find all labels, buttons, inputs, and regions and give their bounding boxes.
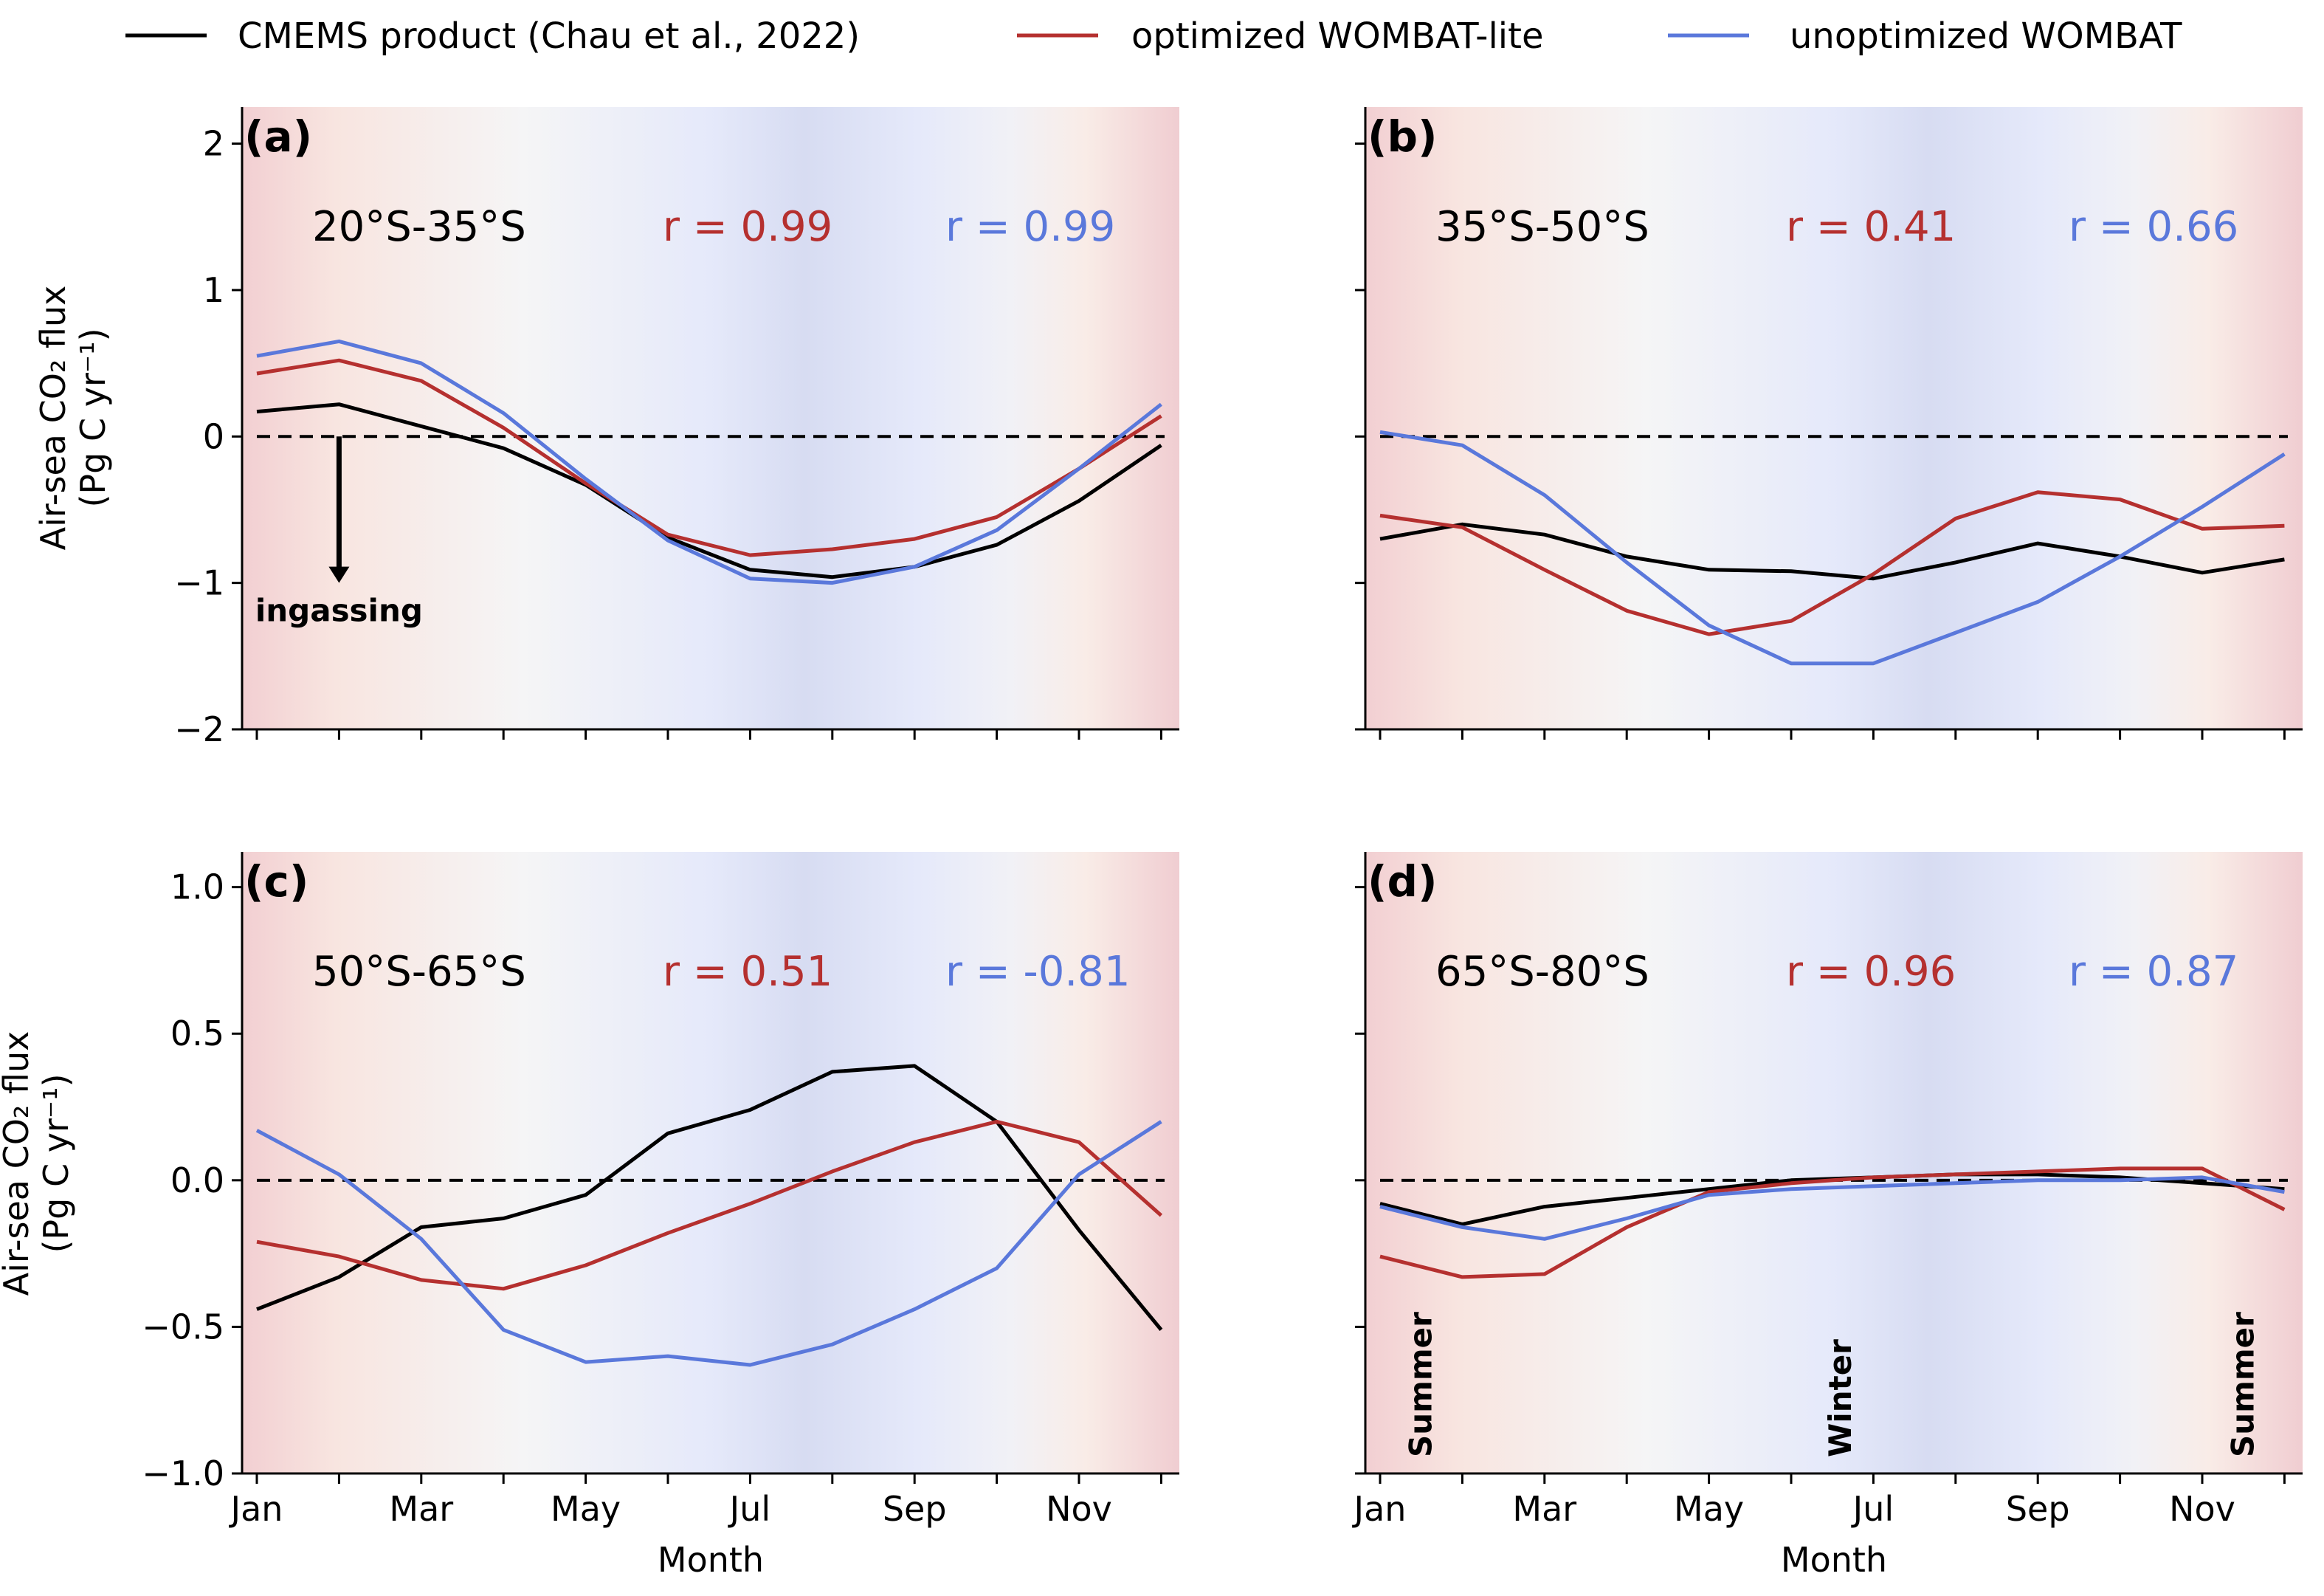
season-label-summer: Summer — [1403, 1312, 1439, 1457]
y-axis-title: Air-sea CO₂ flux(Pg C yr⁻¹) — [0, 1031, 76, 1296]
season-label-summer: Summer — [2225, 1312, 2261, 1457]
corr-unoptimized: r = -0.81 — [945, 948, 1130, 996]
y-tick-label: −1 — [174, 563, 224, 603]
series-line-cmems — [1379, 522, 2285, 581]
x-tick-label: Jul — [728, 1489, 771, 1529]
y-axis-title-line2: (Pg C yr⁻¹) — [73, 328, 113, 507]
x-tick-label: Jan — [1352, 1489, 1407, 1529]
series-line-unoptimized — [255, 1120, 1162, 1367]
season-shading — [1365, 852, 2303, 1473]
season-shading — [242, 107, 1179, 729]
series-line-optimized — [256, 1119, 1163, 1291]
corr-unoptimized: r = 0.66 — [2069, 203, 2238, 251]
x-tick-label: May — [551, 1489, 621, 1529]
y-axis-title-line1: Air-sea CO₂ flux — [33, 286, 73, 551]
region-label: 20°S-35°S — [312, 203, 526, 251]
corr-optimized: r = 0.41 — [1786, 203, 1956, 251]
series-line-unoptimized — [256, 339, 1162, 585]
season-shading — [1365, 107, 2303, 729]
corr-optimized: r = 0.51 — [663, 948, 832, 996]
panel-label: (a) — [244, 111, 312, 162]
y-tick-label: 0.0 — [170, 1160, 224, 1200]
series-line-cmems — [256, 402, 1162, 579]
x-tick-label: Mar — [389, 1489, 453, 1529]
panel-label: (c) — [244, 856, 308, 907]
season-label-winter: Winter — [1822, 1339, 1858, 1457]
y-tick-label: 1 — [203, 270, 224, 310]
panel-d: Jan Mar May Jul Sep Nov Month (d) 65°S-80°S r = 0… — [1352, 852, 2303, 1580]
y-tick-label: 0 — [203, 416, 224, 456]
y-tick-label: 1.0 — [170, 867, 224, 907]
y-tick-label: −0.5 — [142, 1307, 224, 1346]
region-label: 35°S-50°S — [1435, 203, 1649, 251]
corr-optimized: r = 0.99 — [663, 203, 832, 251]
x-tick-label: Sep — [883, 1489, 947, 1529]
y-tick-label: −1.0 — [142, 1454, 224, 1493]
series-line-unoptimized — [1379, 1175, 2285, 1241]
x-tick-label: Sep — [2006, 1489, 2070, 1529]
y-axis-title-line2: (Pg C yr⁻¹) — [36, 1073, 76, 1253]
region-label: 50°S-65°S — [312, 948, 526, 996]
legend-label-unoptimized: unoptimized WOMBAT — [1790, 16, 2182, 57]
legend-label-optimized: optimized WOMBAT-lite — [1131, 16, 1544, 57]
panel-label: (b) — [1368, 111, 1438, 162]
ingassing-label: ingassing — [255, 593, 423, 629]
x-axis-title: Month — [658, 1540, 764, 1580]
corr-optimized: r = 0.96 — [1786, 948, 1956, 996]
ingassing-arrow-head — [328, 566, 350, 583]
y-tick-label: −2 — [174, 709, 224, 749]
y-axis-title-line1: Air-sea CO₂ flux — [0, 1031, 36, 1296]
x-tick-label: Nov — [2169, 1489, 2235, 1529]
x-tick-label: Nov — [1046, 1489, 1112, 1529]
series-line-cmems — [256, 1064, 1163, 1331]
x-tick-label: May — [1674, 1489, 1744, 1529]
panel-a: 2 1 0 −1 −2 Air-sea CO₂ flux(Pg C yr⁻¹) (a)20°… — [33, 107, 1179, 749]
panel-b: (b) 35°S-50°S r = 0.41 r = 0.66 — [1355, 107, 2303, 740]
series-line-optimized — [1379, 1166, 2286, 1279]
x-tick-label: Jan — [229, 1489, 283, 1529]
corr-unoptimized: r = 0.87 — [2069, 948, 2238, 996]
x-axis-title: Month — [1781, 1540, 1887, 1580]
y-tick-label: 0.5 — [170, 1014, 224, 1053]
region-label: 65°S-80°S — [1435, 948, 1649, 996]
y-axis-title: Air-sea CO₂ flux(Pg C yr⁻¹) — [33, 286, 113, 551]
panel-label: (d) — [1368, 856, 1438, 907]
y-tick-label: 2 — [203, 124, 224, 164]
legend: CMEMS product (Chau et al., 2022) optimi… — [125, 16, 2182, 57]
x-tick-label: Jul — [1851, 1489, 1894, 1529]
legend-label-cmems: CMEMS product (Chau et al., 2022) — [238, 16, 860, 57]
series-line-optimized — [1379, 490, 2285, 636]
series-line-unoptimized — [1379, 430, 2286, 666]
season-shading — [242, 852, 1179, 1473]
x-tick-label: Mar — [1512, 1489, 1576, 1529]
corr-unoptimized: r = 0.99 — [945, 203, 1115, 251]
series-line-optimized — [256, 358, 1162, 557]
